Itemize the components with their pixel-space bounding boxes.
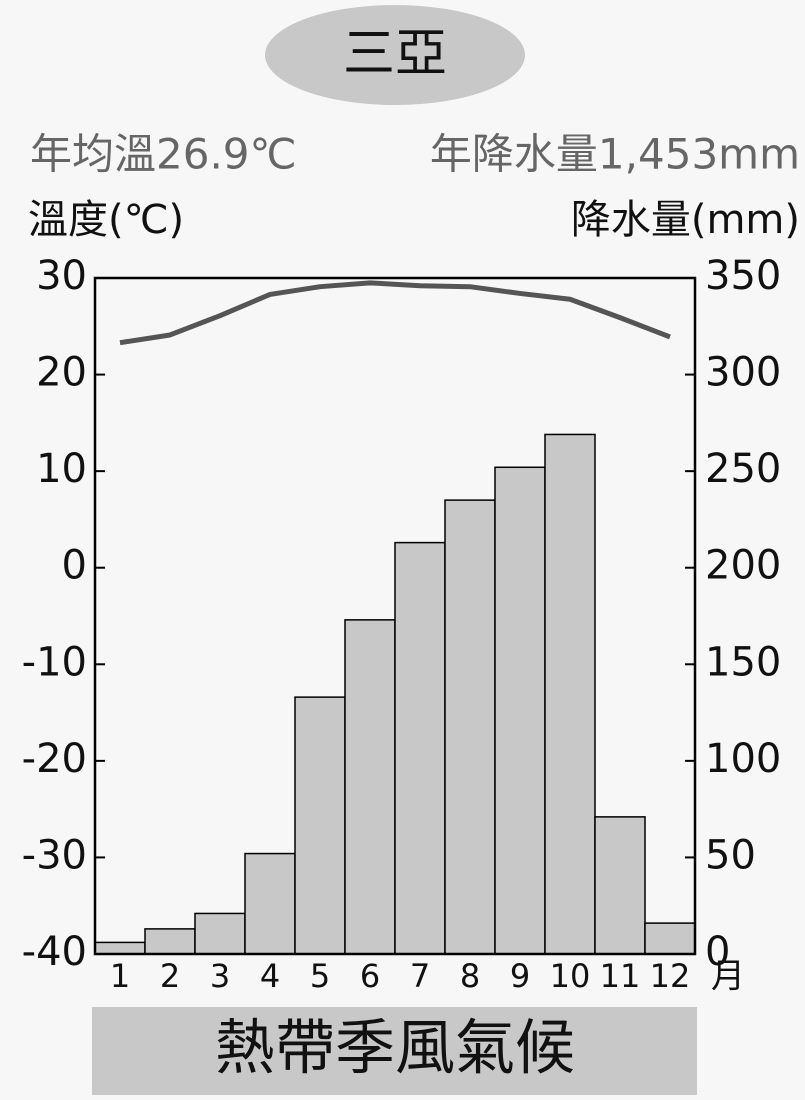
x-tick-label: 11 xyxy=(600,957,641,995)
y2-tick-label: 50 xyxy=(705,832,756,878)
x-tick-label: 6 xyxy=(360,957,380,995)
y2-tick-label: 150 xyxy=(705,639,781,685)
x-tick-label: 4 xyxy=(260,957,280,995)
y2-axis-label: 降水量(mm) xyxy=(571,197,800,243)
x-tick-label: 5 xyxy=(310,957,330,995)
y2-tick-label: 100 xyxy=(705,736,781,782)
y2-tick-label: 0 xyxy=(705,929,730,975)
bar xyxy=(594,816,646,955)
x-tick-label: 7 xyxy=(410,957,430,995)
title-badge xyxy=(265,5,525,105)
annual-precipitation: 年降水量1,453mm xyxy=(430,130,800,179)
bar xyxy=(144,928,196,955)
y2-tick-label: 250 xyxy=(705,446,781,492)
bar xyxy=(344,619,396,955)
y-tick-label: 30 xyxy=(36,253,87,299)
footer-band xyxy=(92,1007,697,1095)
x-tick-label: 3 xyxy=(210,957,230,995)
y-tick-label: -20 xyxy=(22,736,87,782)
x-tick-label: 10 xyxy=(550,957,591,995)
y-tick-label: 10 xyxy=(36,446,87,492)
y-tick-label: 20 xyxy=(36,350,87,396)
y-axis-label: 溫度(℃) xyxy=(28,197,184,243)
x-tick-label: 8 xyxy=(460,957,480,995)
chart-title: 三亞 xyxy=(343,24,447,84)
y-tick-label: -40 xyxy=(22,929,87,975)
temperature-line xyxy=(119,280,671,346)
y-tick-label: -10 xyxy=(22,639,87,685)
bar xyxy=(394,541,446,955)
bar xyxy=(644,922,696,955)
x-tick-label: 1 xyxy=(110,957,130,995)
bar xyxy=(494,466,546,955)
bar xyxy=(294,696,346,955)
y2-tick-label: 300 xyxy=(705,350,781,396)
bar xyxy=(94,941,146,955)
x-axis-label: 月 xyxy=(711,957,745,997)
y2-tick-label: 200 xyxy=(705,543,781,589)
x-tick-label: 12 xyxy=(650,957,691,995)
y-tick-label: 0 xyxy=(62,543,87,589)
bar xyxy=(244,852,296,955)
y2-tick-label: 350 xyxy=(705,253,781,299)
plot-frame xyxy=(93,276,697,956)
bar xyxy=(544,433,596,955)
footer: 熱帶季風氣候 xyxy=(215,1014,575,1084)
x-tick-label: 9 xyxy=(510,957,530,995)
bar xyxy=(194,912,246,955)
annual-temperature: 年均溫26.9℃ xyxy=(30,130,297,179)
y-tick-label: -30 xyxy=(22,832,87,878)
x-tick-label: 2 xyxy=(160,957,180,995)
bar xyxy=(444,499,496,955)
